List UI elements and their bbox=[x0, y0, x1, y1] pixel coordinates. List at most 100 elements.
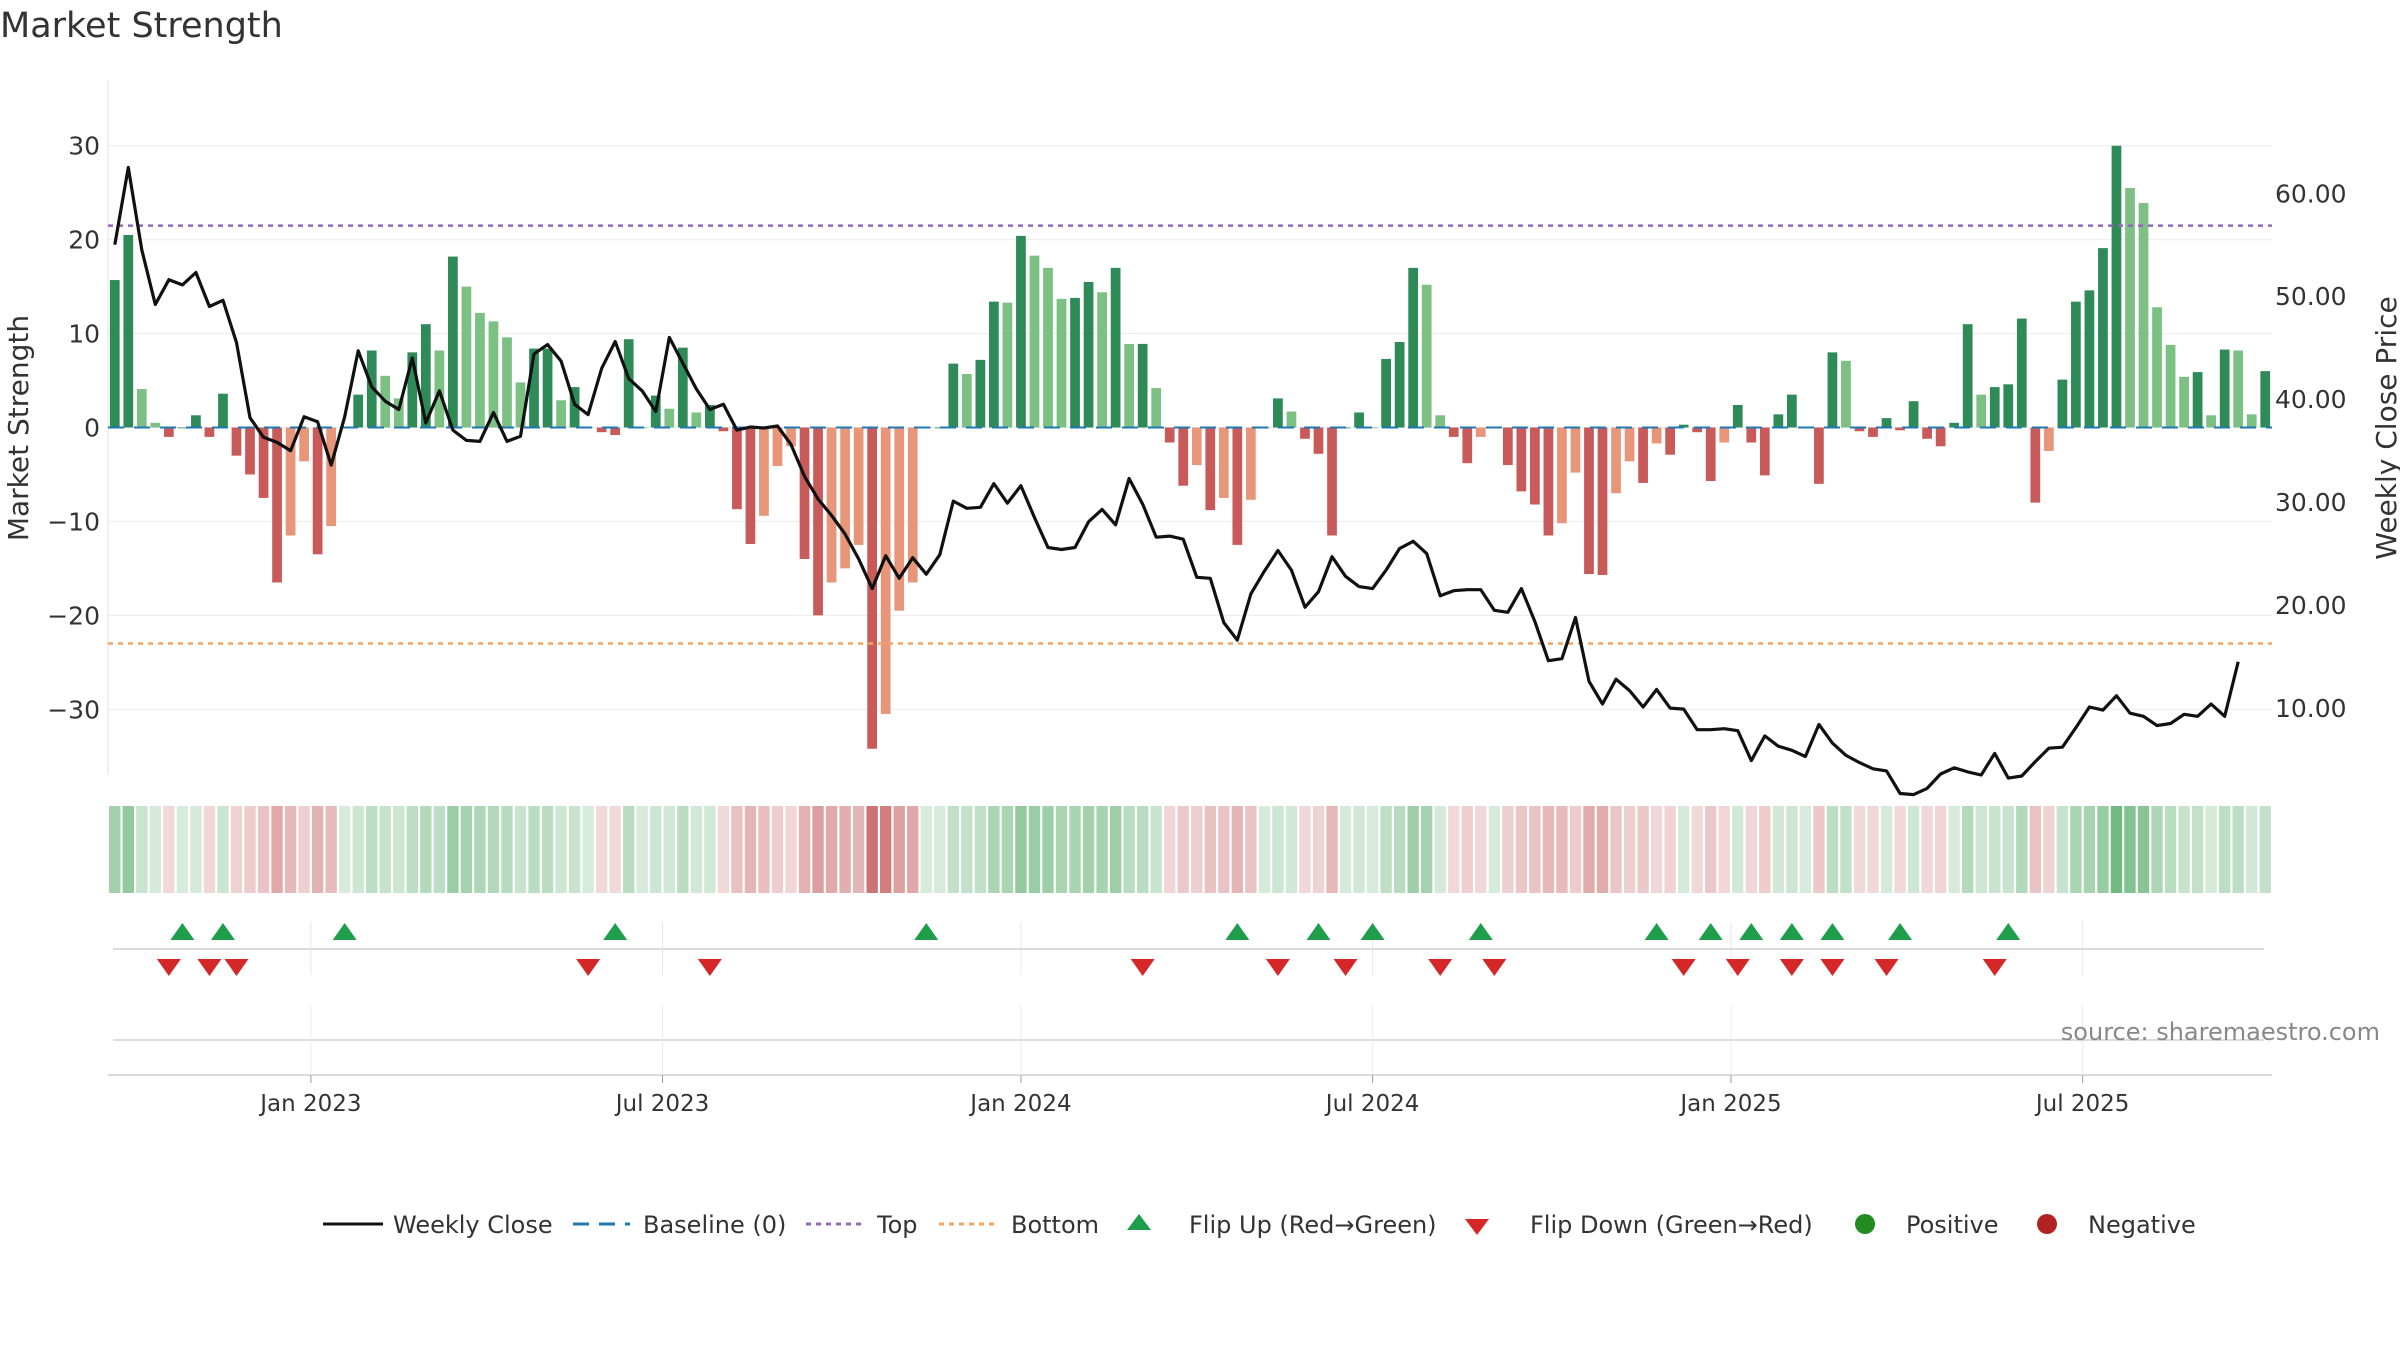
positive-bar bbox=[488, 321, 499, 428]
heat-cell bbox=[1772, 806, 1785, 893]
heat-cell bbox=[880, 806, 892, 893]
positive-bar bbox=[2138, 203, 2149, 428]
legend-weekly-close-label: Weekly Close bbox=[393, 1211, 553, 1239]
positive-bar bbox=[2057, 379, 2068, 428]
heat-cell bbox=[1461, 806, 1473, 893]
positive-bar bbox=[461, 286, 472, 428]
x-tick-label: Jan 2023 bbox=[258, 1091, 361, 1117]
heat-cell bbox=[663, 806, 675, 893]
positive-bar bbox=[1151, 388, 1162, 428]
positive-bar bbox=[2165, 344, 2176, 428]
negative-bar bbox=[1232, 427, 1243, 545]
heat-cell bbox=[1529, 806, 1541, 893]
heat-cell bbox=[934, 806, 946, 893]
positive-bar bbox=[1962, 324, 1973, 428]
flip-up-marker bbox=[1225, 923, 1250, 940]
negative-bar bbox=[1191, 427, 1202, 466]
positive-bar bbox=[1286, 411, 1297, 428]
positive-bar bbox=[475, 312, 485, 428]
heat-cell bbox=[1989, 806, 2001, 893]
heat-cell bbox=[1299, 806, 1311, 893]
positive-bar bbox=[448, 256, 458, 428]
positive-bar bbox=[2206, 415, 2217, 428]
heat-cell bbox=[1880, 806, 1893, 893]
heat-cell bbox=[244, 806, 256, 893]
positive-bar bbox=[569, 387, 580, 428]
positive-bar bbox=[664, 408, 675, 428]
heat-cell bbox=[866, 806, 878, 893]
legend-flip-up-label: Flip Up (Red→Green) bbox=[1189, 1211, 1437, 1239]
negative-bar bbox=[163, 427, 174, 437]
positive-bar bbox=[1773, 414, 1784, 428]
heat-cell bbox=[149, 806, 162, 893]
positive-bar bbox=[393, 398, 404, 428]
heat-cell bbox=[1907, 806, 1920, 893]
flip-down-marker bbox=[1482, 959, 1507, 976]
heat-cell bbox=[852, 806, 865, 893]
positive-bar bbox=[218, 393, 228, 428]
negative-bar bbox=[1854, 427, 1865, 432]
positive-bar bbox=[353, 394, 364, 428]
positive-bar bbox=[691, 412, 702, 428]
heat-cell bbox=[1705, 806, 1717, 893]
heat-cell bbox=[1691, 806, 1703, 893]
heat-cell bbox=[717, 806, 730, 893]
positive-bar bbox=[515, 382, 526, 428]
heat-cell bbox=[1583, 806, 1595, 893]
positive-bar bbox=[948, 363, 959, 428]
heat-cell bbox=[1786, 806, 1798, 893]
heat-cell bbox=[1109, 806, 1122, 893]
heat-cell bbox=[893, 806, 905, 893]
heat-cell bbox=[825, 806, 838, 893]
negative-bar bbox=[1245, 427, 1256, 500]
heat-cell bbox=[1245, 806, 1257, 893]
positive-bar bbox=[1827, 352, 1838, 428]
positive-bar bbox=[2152, 307, 2162, 428]
legend: Weekly Close Baseline (0) Top Bottom Fli… bbox=[323, 1211, 2196, 1239]
heat-cell bbox=[1312, 806, 1325, 893]
positive-bar bbox=[1083, 281, 1094, 428]
heat-cell bbox=[974, 806, 987, 893]
heat-cell bbox=[501, 806, 513, 893]
heat-cell bbox=[623, 806, 635, 893]
positive-bar bbox=[136, 388, 147, 428]
negative-bar bbox=[1895, 427, 1905, 431]
heat-cell bbox=[325, 806, 337, 893]
heat-cell bbox=[2016, 806, 2028, 893]
left-tick-label: 20 bbox=[68, 226, 100, 255]
x-tick-label: Jan 2025 bbox=[1678, 1091, 1781, 1117]
heat-cell bbox=[1502, 806, 1514, 893]
flip-up-marker bbox=[1739, 923, 1764, 940]
heat-cell bbox=[1258, 806, 1271, 893]
heat-cell bbox=[2137, 806, 2150, 893]
negative-bar bbox=[610, 427, 621, 436]
heat-cell bbox=[257, 806, 270, 893]
negative-bar bbox=[1665, 427, 1676, 455]
heat-cell bbox=[1799, 806, 1812, 893]
flip-down-marker bbox=[1725, 959, 1750, 976]
heat-cell bbox=[136, 806, 148, 893]
heat-cell bbox=[731, 806, 743, 893]
flip-down-marker bbox=[1265, 959, 1290, 976]
positive-bar bbox=[420, 324, 431, 428]
flip-up-marker bbox=[1360, 923, 1385, 940]
positive-bar bbox=[542, 348, 553, 428]
negative-bar bbox=[1570, 427, 1581, 473]
strength-bars bbox=[109, 145, 2271, 749]
heat-cell bbox=[1380, 806, 1392, 893]
flip-up-marker bbox=[332, 923, 357, 940]
heat-cell bbox=[988, 806, 1000, 893]
negative-bar bbox=[1922, 427, 1932, 439]
heat-cell bbox=[1921, 806, 1933, 893]
heat-cell bbox=[1556, 806, 1568, 893]
positive-bar bbox=[1029, 255, 1040, 428]
legend-positive-label: Positive bbox=[1906, 1211, 1999, 1239]
flip-markers bbox=[113, 922, 2264, 976]
heat-cell bbox=[406, 806, 418, 893]
heat-cell bbox=[460, 806, 473, 893]
negative-bar bbox=[745, 427, 756, 544]
heat-cell bbox=[514, 806, 527, 893]
negative-bar bbox=[231, 427, 242, 456]
heat-cell bbox=[190, 806, 202, 893]
